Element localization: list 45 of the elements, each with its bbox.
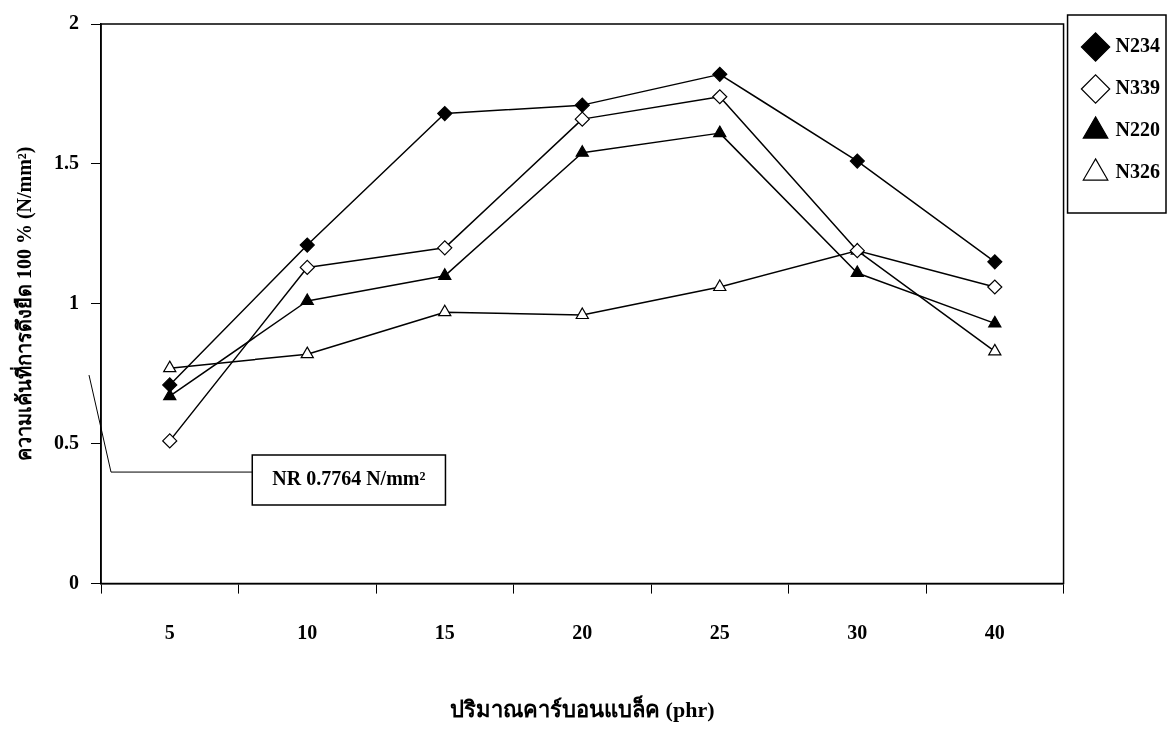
point [299, 259, 315, 276]
point [300, 346, 314, 359]
point [300, 293, 314, 306]
point [438, 268, 452, 280]
point [712, 66, 728, 82]
legend-label: N220 [1115, 118, 1161, 141]
x-tick-label: 30 [847, 620, 868, 643]
point [162, 433, 178, 449]
point [850, 265, 864, 278]
point [437, 105, 453, 122]
point [987, 279, 1003, 295]
point [574, 111, 590, 127]
x-tick-label: 20 [572, 620, 593, 643]
point [575, 145, 589, 157]
x-tick-label: 25 [709, 620, 730, 643]
y-tick-label: 0.5 [54, 430, 79, 453]
y-tick-label: 2 [69, 11, 79, 34]
x-axis-title: ปริมาณคาร์บอนแบล็ค (phr) [450, 695, 715, 723]
legend-label: N326 [1115, 160, 1161, 183]
point [438, 304, 452, 317]
y-axis-title: ความเค้นที่การดึงยืด 100 % (N/mm²) [9, 146, 37, 462]
point [849, 153, 865, 169]
x-tick-label: 15 [434, 620, 455, 643]
y-tick-label: 1 [69, 290, 79, 313]
point [988, 315, 1002, 328]
y-tick-label: 0 [69, 570, 79, 593]
x-tick-label: 40 [984, 620, 1005, 643]
point [163, 360, 177, 373]
point [574, 97, 590, 113]
x-tick-label: 10 [297, 620, 318, 643]
point [713, 279, 727, 292]
point [712, 89, 728, 105]
y-tick-label: 1.5 [54, 151, 79, 174]
point [988, 343, 1002, 356]
x-tick-label: 5 [164, 620, 175, 643]
legend-label: N339 [1115, 76, 1161, 99]
point [162, 377, 178, 393]
point [987, 254, 1003, 270]
point [437, 240, 453, 256]
annotation: NR 0.7764 N/mm² [272, 467, 426, 490]
point [575, 307, 589, 320]
point [713, 125, 727, 138]
point [849, 243, 865, 259]
point [299, 237, 315, 253]
legend-label: N234 [1115, 34, 1161, 57]
